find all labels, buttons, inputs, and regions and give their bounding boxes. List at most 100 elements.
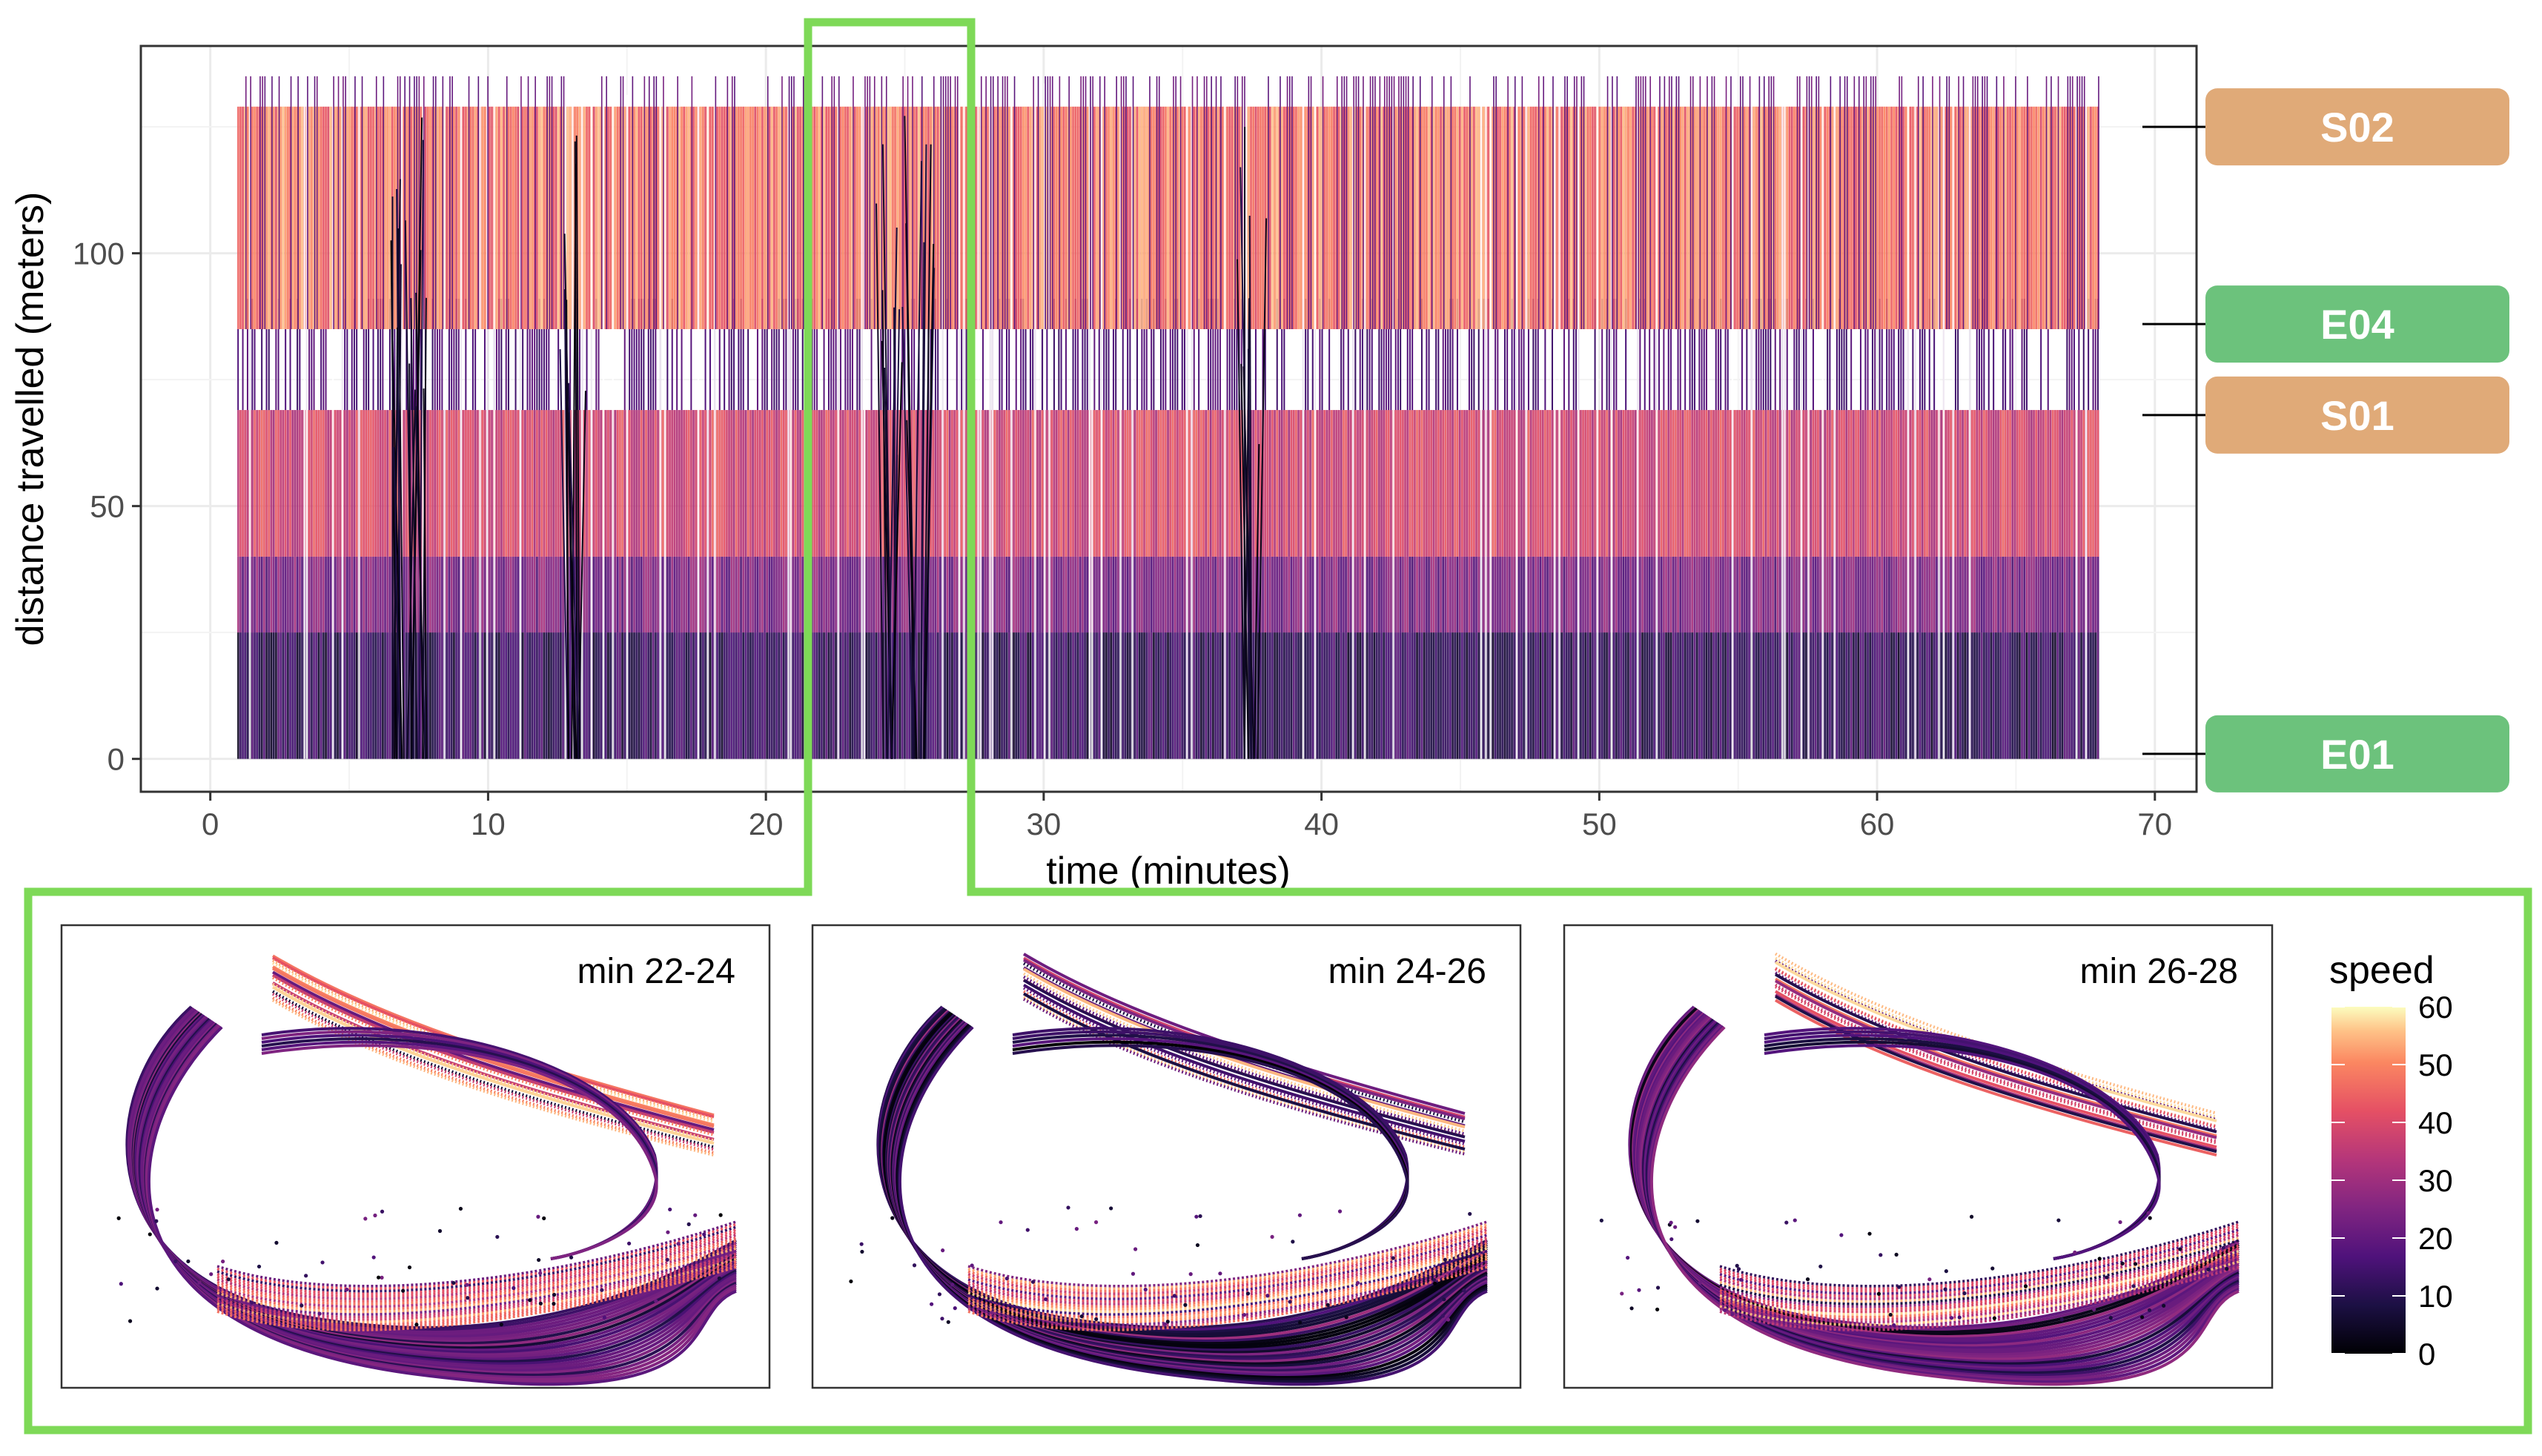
trajectory-point xyxy=(1025,1228,1030,1232)
legend-tick-label: 60 xyxy=(2418,990,2453,1025)
trajectory-point xyxy=(116,1216,121,1220)
trajectory-point xyxy=(2148,1216,2152,1220)
trajectory-point xyxy=(1455,1266,1460,1271)
main-trajectory-lines xyxy=(236,76,2099,759)
trajectory-point xyxy=(1879,1253,1883,1257)
trajectory-path xyxy=(1774,973,2217,1134)
slow-trajectory xyxy=(881,144,893,759)
trajectory-point xyxy=(128,1319,133,1323)
trajectory-point xyxy=(1270,1234,1274,1240)
panel-2: min 24-26 xyxy=(811,924,1522,1389)
trajectory-point xyxy=(1867,1231,1872,1236)
trajectory-point xyxy=(304,1274,308,1278)
trajectory-point xyxy=(1297,1213,1303,1217)
trajectory-point xyxy=(155,1208,159,1212)
location-tag-s02: S02 xyxy=(2142,88,2509,166)
trajectory-path xyxy=(1649,1026,2240,1386)
trajectory-point xyxy=(495,1234,500,1240)
slow-trajectory xyxy=(559,349,569,759)
trajectory-path xyxy=(216,1234,737,1300)
location-badge xyxy=(2205,88,2509,166)
x-tick-label: 40 xyxy=(1304,807,1339,841)
slow-trajectory xyxy=(563,234,575,759)
trajectory-path xyxy=(1719,1236,2240,1303)
legend-tick-label: 10 xyxy=(2418,1279,2453,1314)
trajectory-point xyxy=(2059,1317,2065,1322)
trajectory-point xyxy=(1218,1271,1222,1276)
trajectory-path xyxy=(1719,1244,2240,1311)
trajectory-point xyxy=(1265,1294,1270,1298)
trajectory-path xyxy=(967,1222,1488,1290)
trajectory-path xyxy=(271,976,715,1136)
trajectory-path xyxy=(216,1244,737,1311)
slow-trajectory xyxy=(876,203,884,759)
slow-trajectory xyxy=(1237,259,1245,759)
legend-tick-label: 40 xyxy=(2418,1105,2453,1140)
y-tick-label: 50 xyxy=(90,489,125,524)
trajectory-path xyxy=(1719,1225,2240,1293)
trajectory-point xyxy=(1655,1285,1661,1290)
trajectory-path xyxy=(967,1228,1488,1295)
trajectory-point xyxy=(693,1213,698,1217)
trajectory-point xyxy=(2108,1315,2113,1320)
trajectory-path xyxy=(1719,1220,2240,1288)
trajectory-point xyxy=(1288,1300,1292,1304)
trajectory-path xyxy=(1719,1242,2240,1308)
trajectory-point xyxy=(209,1272,214,1277)
trajectory-path xyxy=(216,1247,737,1314)
x-tick-label: 0 xyxy=(202,807,219,841)
slow-trajectory xyxy=(575,135,580,759)
trajectory-point xyxy=(1194,1214,1199,1219)
trajectory-point xyxy=(941,1248,945,1253)
trajectory-path xyxy=(271,999,715,1157)
trajectory-path xyxy=(216,1220,737,1288)
trajectory-path xyxy=(1774,979,2217,1139)
trajectory-point xyxy=(940,1317,944,1321)
trajectory-point xyxy=(1655,1307,1660,1311)
main-axis-ticks: 0 10 20 30 40 50 60 70 0 50 100 xyxy=(73,236,2172,841)
trajectory-point xyxy=(197,1280,202,1285)
trajectory-path xyxy=(216,1257,737,1324)
trajectory-point xyxy=(466,1296,470,1300)
legend-title: speed xyxy=(2329,949,2435,992)
trajectory-point xyxy=(1990,1266,1995,1271)
trajectory-path xyxy=(967,1252,1488,1319)
trajectory-point xyxy=(1324,1288,1328,1293)
trajectory-path xyxy=(967,1225,1488,1293)
trajectory-point xyxy=(1355,1280,1360,1285)
trajectory-point xyxy=(1442,1297,1446,1302)
trajectory-point xyxy=(371,1255,376,1260)
trajectory-point xyxy=(1066,1205,1070,1210)
x-tick-label: 20 xyxy=(749,807,784,841)
trajectory-point xyxy=(1443,1257,1447,1262)
slow-trajectory xyxy=(890,362,903,759)
trajectory-point xyxy=(1969,1214,1974,1219)
trajectory-point xyxy=(569,1255,574,1260)
slow-trajectory xyxy=(1240,363,1250,759)
trajectory-point xyxy=(1391,1256,1395,1260)
trajectory-point xyxy=(2178,1247,2182,1251)
trajectory-point xyxy=(2105,1275,2109,1280)
location-tag-s01: S01 xyxy=(2142,376,2509,454)
trajectory-point xyxy=(1030,1280,1036,1284)
trajectory-point xyxy=(970,1263,974,1268)
trajectory-point xyxy=(946,1320,950,1324)
trajectory-point xyxy=(1162,1322,1167,1326)
trajectory-point xyxy=(1074,1227,1079,1231)
highlight-window-frame xyxy=(24,18,2532,1435)
trajectory-point xyxy=(950,1283,955,1287)
trajectory-point xyxy=(1599,1218,1603,1222)
trajectory-point xyxy=(1172,1294,1176,1298)
trajectory-point xyxy=(542,1216,546,1220)
trajectory-point xyxy=(702,1232,706,1237)
trajectory-point xyxy=(345,1287,349,1292)
trajectory-path xyxy=(967,1263,1488,1329)
y-axis-title: distance travelled (meters) xyxy=(9,192,52,646)
trajectory-point xyxy=(912,1263,917,1268)
trajectory-point xyxy=(1297,1320,1303,1325)
trajectory-point xyxy=(1620,1291,1624,1296)
panel-1: min 22-24 xyxy=(60,924,771,1389)
trajectory-point xyxy=(890,1216,895,1220)
trajectory-path xyxy=(967,1236,1488,1303)
trajectory-point xyxy=(937,1292,942,1297)
